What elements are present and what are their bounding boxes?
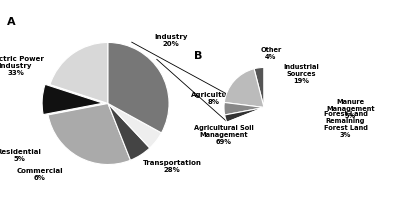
Wedge shape <box>224 102 264 115</box>
Text: Forest Land
Remaining
Forest Land
3%: Forest Land Remaining Forest Land 3% <box>324 111 368 138</box>
Text: Commercial
6%: Commercial 6% <box>16 168 63 181</box>
Text: A: A <box>7 17 16 27</box>
Text: Transportation
28%: Transportation 28% <box>143 160 202 173</box>
Wedge shape <box>50 42 108 103</box>
Text: Electric Power
Industry
33%: Electric Power Industry 33% <box>0 56 44 76</box>
Wedge shape <box>254 67 264 107</box>
Text: Industry
20%: Industry 20% <box>154 34 188 47</box>
Text: Agricultural Soil
Management
69%: Agricultural Soil Management 69% <box>194 125 254 145</box>
Text: Industrial
Sources
19%: Industrial Sources 19% <box>284 64 319 84</box>
Wedge shape <box>48 103 130 165</box>
Text: Manure
Management
5%: Manure Management 5% <box>326 100 374 119</box>
Wedge shape <box>108 103 162 148</box>
Wedge shape <box>42 84 103 115</box>
Wedge shape <box>108 42 169 133</box>
Text: Other
4%: Other 4% <box>260 47 281 60</box>
Text: Agriculture
8%: Agriculture 8% <box>191 92 236 105</box>
Wedge shape <box>108 103 150 160</box>
Text: Residential
5%: Residential 5% <box>0 149 42 162</box>
Wedge shape <box>227 67 304 147</box>
Wedge shape <box>225 107 264 122</box>
Text: B: B <box>194 51 202 61</box>
Wedge shape <box>224 69 264 107</box>
